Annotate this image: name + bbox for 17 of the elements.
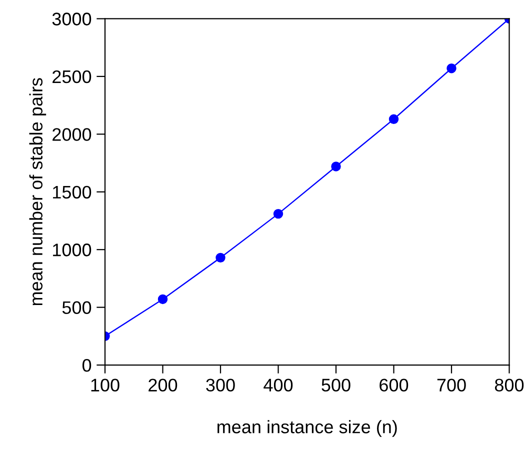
y-tick-label: 2500 [52,70,92,84]
x-tick-label: 200 [148,378,178,392]
x-tick-label: 300 [206,378,235,392]
x-tick-label: 700 [437,378,466,392]
x-tick-label: 600 [380,378,408,392]
y-axis-title: mean number of stable pairs [29,78,46,306]
x-tick-label: 800 [494,378,524,392]
y-tick-label: 0 [82,358,92,372]
y-tick-label: 3000 [52,12,92,26]
y-tick-label: 1500 [53,186,92,199]
y-tick-label: 1000 [53,244,92,256]
x-tick-label: 100 [91,378,120,392]
x-tick-label: 500 [322,378,350,392]
y-tick-label: 500 [62,301,92,314]
x-tick-label: 400 [264,378,293,392]
y-tick-label: 2000 [52,128,92,141]
x-axis-title: mean instance size (n) [218,420,397,437]
